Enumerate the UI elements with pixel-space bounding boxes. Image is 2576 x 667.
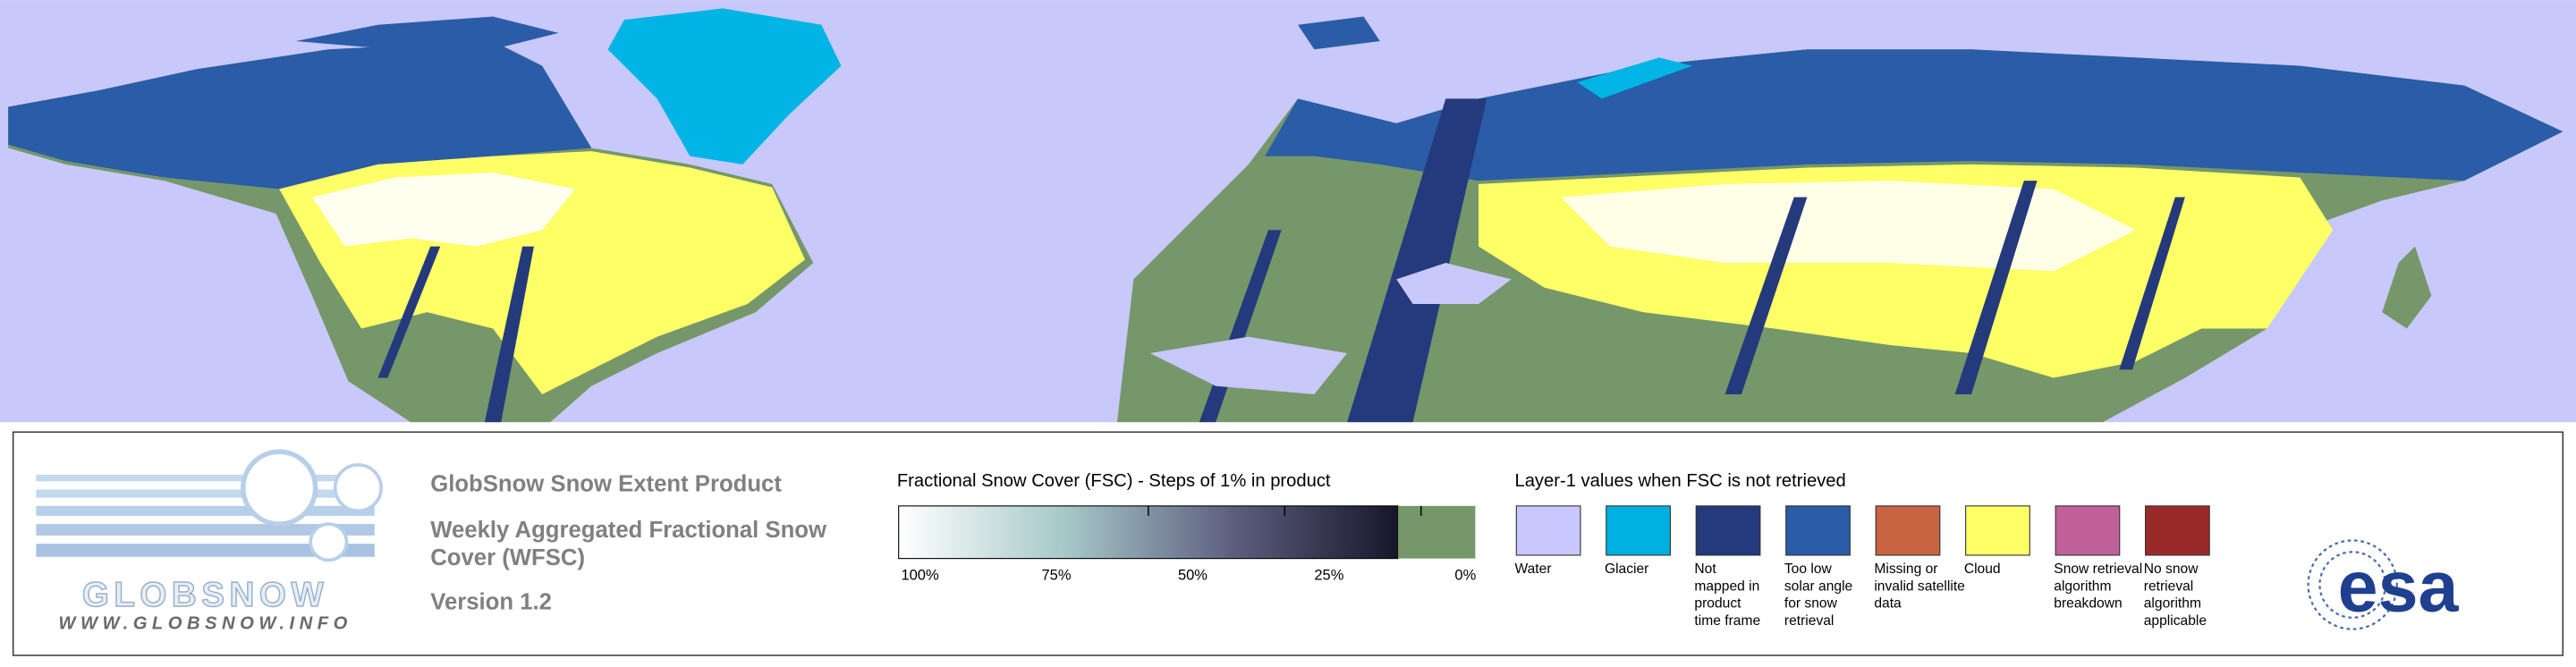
layer1-label: applicable — [2144, 613, 2207, 629]
layer1-label: breakdown — [2054, 596, 2122, 612]
snowflake — [241, 449, 318, 527]
layer1-swatch — [2145, 505, 2210, 556]
na-snow-blue — [8, 41, 592, 190]
layer1-swatch — [1965, 505, 2030, 556]
layer1-swatch — [2055, 505, 2121, 556]
logo-stripe — [36, 474, 375, 482]
stripe — [2119, 197, 2185, 370]
novaya-zemlya — [1577, 57, 1692, 99]
layer1-label: Too low — [1784, 561, 1833, 577]
layer1-label: solar angle — [1784, 578, 1852, 594]
colorbar-title: Fractional Snow Cover (FSC) - Steps of 1… — [897, 471, 1331, 491]
japan — [2382, 246, 2432, 329]
layer1-label: Snow retrieval — [2054, 561, 2142, 577]
layer1-label: data — [1874, 596, 1902, 612]
layer1-swatch — [1695, 505, 1761, 556]
inland-sea — [1149, 336, 1348, 394]
logo-stripe — [36, 544, 375, 557]
layer1-label: time frame — [1694, 613, 1760, 629]
layer1-label: Water — [1514, 561, 1551, 577]
product-title: GlobSnow Snow Extent Product — [430, 471, 782, 496]
esa-text: esa — [2338, 546, 2460, 627]
product-subtitle: Weekly Aggregated Fractional Snow — [430, 518, 827, 543]
layer1-label: for snow — [1784, 596, 1838, 612]
snowflake — [309, 522, 349, 562]
layer1-label: Cloud — [1964, 561, 2001, 577]
esa-logo: esa — [2307, 539, 2460, 630]
colorbar-tick-label: 0% — [1454, 567, 1476, 584]
layer1-label: retrieval — [1784, 613, 1835, 629]
layer1-swatch — [1515, 505, 1581, 556]
layer1-swatch — [1606, 505, 1671, 556]
logo-stripe — [36, 489, 375, 498]
logo-name: GLOBSNOW — [82, 576, 328, 614]
svalbard — [1298, 16, 1380, 50]
layer1-label: retrieval — [2144, 578, 2194, 594]
esa-ring — [2318, 551, 2387, 619]
layer1-label: Missing or — [1874, 561, 1937, 577]
colorbar-tick-label: 75% — [1041, 567, 1071, 584]
colorbar-tick-label: 25% — [1314, 567, 1343, 584]
layer1-label: Glacier — [1605, 561, 1648, 577]
map — [0, 0, 2576, 423]
esa-ring — [2307, 539, 2398, 630]
layer1-swatch — [1785, 505, 1851, 556]
na-snow — [311, 173, 575, 247]
logo-stripe — [36, 505, 375, 516]
layer1-label: algorithm — [2054, 578, 2111, 594]
layer1-swatch — [1875, 505, 1941, 556]
eurasia-snow — [1560, 181, 2136, 272]
logo-url: WWW.GLOBSNOW.INFO — [58, 614, 352, 634]
globsnow-logo: GLOBSNOW WWW.GLOBSNOW.INFO — [36, 449, 383, 634]
layer1-label: Not — [1694, 561, 1716, 577]
logo-stripe — [36, 524, 375, 536]
na-stripe — [377, 246, 441, 378]
layer1-label: product — [1694, 596, 1741, 612]
layer1-label: algorithm — [2144, 596, 2201, 612]
colorbar-tick-label: 50% — [1178, 567, 1208, 584]
fsc-zero — [1398, 505, 1476, 559]
colorbar-tick-label: 100% — [901, 567, 939, 584]
product-version: Version 1.2 — [430, 590, 552, 615]
stripe — [1347, 98, 1487, 423]
greenland — [607, 8, 842, 165]
na-stripe — [484, 246, 534, 423]
layer1-label: No snow — [2144, 561, 2199, 577]
arctic-islands — [295, 16, 559, 50]
layer1-label: mapped in — [1694, 578, 1759, 594]
layer1-title: Layer-1 values when FSC is not retrieved — [1514, 471, 1845, 491]
layer1-label: invalid satellite — [1874, 578, 1965, 594]
inland-sea — [1396, 263, 1512, 304]
product-subtitle: Cover (WFSC) — [430, 545, 585, 570]
stripe — [1724, 197, 1808, 394]
colorbar: 100% 75% 50% 25% 0% — [898, 505, 1477, 584]
snowflake — [333, 463, 383, 513]
stripe — [1954, 181, 2038, 394]
